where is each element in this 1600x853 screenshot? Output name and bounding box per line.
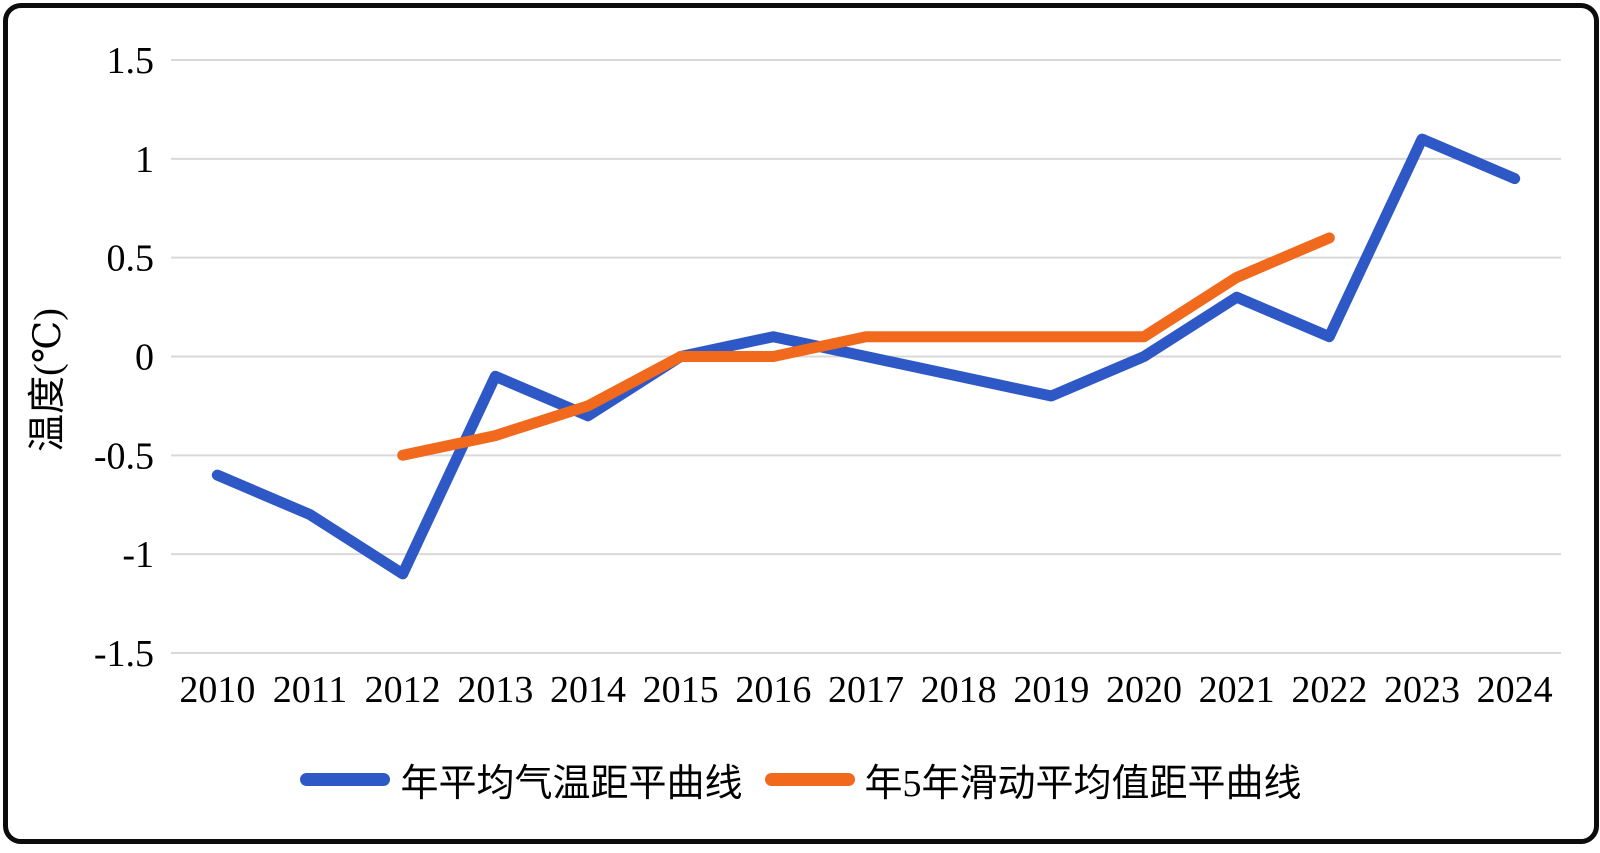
y-axis-tick-labels: 1.5 1 0.5 0 -0.5 -1 -1.5 bbox=[94, 40, 154, 675]
x-tick-label: 2015 bbox=[643, 669, 719, 711]
x-axis-tick-labels: 2010 2011 2012 2013 2014 2015 2016 2017 2018 2019… bbox=[179, 669, 1552, 711]
series-line-1 bbox=[397, 232, 1335, 461]
legend-swatch-annual-anomaly bbox=[300, 773, 391, 786]
x-tick-label: 2019 bbox=[1013, 669, 1089, 711]
x-tick-label: 2013 bbox=[457, 669, 533, 711]
x-tick-label: 2018 bbox=[921, 669, 997, 711]
y-tick-label: 1 bbox=[135, 139, 154, 181]
x-tick-label: 2021 bbox=[1199, 669, 1275, 711]
y-tick-label: 0 bbox=[135, 337, 154, 379]
legend-label-moving-average-anomaly: 年5年滑动平均值距平曲线 bbox=[864, 763, 1302, 805]
legend-item-moving-average-anomaly: 年5年滑动平均值距平曲线 bbox=[764, 752, 1302, 807]
temperature-anomaly-chart: 1.510.50-0.5-1-1.5 2010 2011 2012 2013 2014 2… bbox=[27, 40, 1561, 711]
legend-item-annual-anomaly: 年平均气温距平曲线 bbox=[300, 752, 743, 807]
y-tick-label: -1.5 bbox=[94, 633, 154, 675]
y-tick-label: 1.5 bbox=[107, 40, 155, 82]
legend: 年平均气温距平曲线 年5年滑动平均值距平曲线 bbox=[8, 752, 1594, 807]
legend-swatch-moving-average-anomaly bbox=[764, 773, 855, 786]
series-lines bbox=[211, 133, 1521, 580]
x-tick-label: 2017 bbox=[828, 669, 904, 711]
y-tick-label: -1 bbox=[122, 534, 154, 576]
x-tick-label: 2024 bbox=[1477, 669, 1553, 711]
legend-label-annual-anomaly: 年平均气温距平曲线 bbox=[400, 763, 743, 805]
x-tick-label: 2022 bbox=[1291, 669, 1367, 711]
x-tick-label: 2010 bbox=[179, 669, 255, 711]
x-tick-label: 2011 bbox=[273, 669, 348, 711]
x-tick-label: 2014 bbox=[550, 669, 626, 711]
x-tick-label: 2012 bbox=[365, 669, 441, 711]
y-axis-title: 温度(℃) bbox=[27, 308, 69, 452]
x-tick-label: 2023 bbox=[1384, 669, 1460, 711]
series-line-0 bbox=[211, 133, 1521, 580]
x-tick-label: 2016 bbox=[735, 669, 811, 711]
x-tick-label: 2020 bbox=[1106, 669, 1182, 711]
chart-frame: 1.5 1 0.5 0 -0.5 -1 -1.5 2010 2011 2012 2013 2014 2… bbox=[3, 3, 1599, 844]
y-tick-label: 0.5 bbox=[107, 238, 155, 280]
y-tick-label: -0.5 bbox=[94, 435, 154, 477]
